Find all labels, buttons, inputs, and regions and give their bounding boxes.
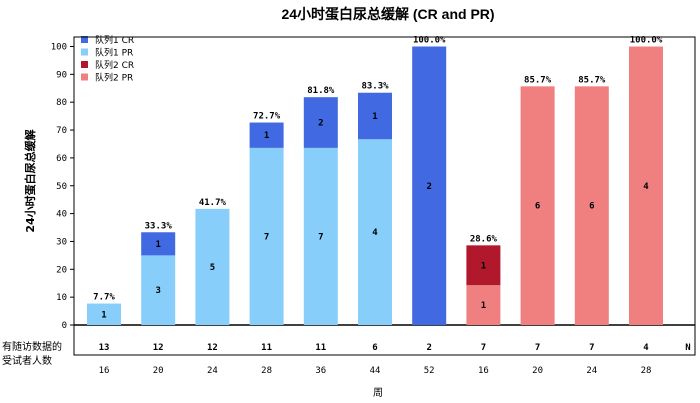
bar-segment-label: 2 xyxy=(318,119,323,129)
bar-total-label: 85.7% xyxy=(578,75,606,85)
bar-segment-cr xyxy=(303,97,338,148)
y-tick-label: 20 xyxy=(56,265,67,275)
n-row-frame xyxy=(73,324,696,356)
bar-segment-label: 6 xyxy=(535,202,540,212)
x-tick-label: 16 xyxy=(99,366,110,376)
bar-segment-label: 1 xyxy=(481,261,486,271)
y-tick-label: 90 xyxy=(56,70,67,80)
bar-segment-label: 7 xyxy=(318,232,323,242)
y-tick-label: 10 xyxy=(56,293,67,303)
n-value: 2 xyxy=(426,343,431,353)
bar-segment-pr xyxy=(574,86,609,325)
legend-swatch xyxy=(81,48,88,56)
bar-segment-pr xyxy=(249,147,284,325)
bar-total-label: 100.0% xyxy=(413,36,446,46)
x-tick-label: 28 xyxy=(641,366,652,376)
bar-segment-cr xyxy=(412,46,447,325)
legend-label: 队列2 PR xyxy=(95,72,133,84)
chart-title: 24小时蛋白尿总缓解 (CR and PR) xyxy=(281,6,494,22)
x-tick-label: 24 xyxy=(207,366,218,376)
bar-segment-label: 5 xyxy=(210,263,215,273)
legend-swatch xyxy=(81,61,88,68)
bar-segment-cr xyxy=(141,232,176,256)
bar-segment-cr xyxy=(249,122,284,148)
n-value: 7 xyxy=(481,343,486,353)
n-value: 7 xyxy=(535,343,540,353)
y-tick-label: 40 xyxy=(56,210,67,220)
bar-segment-label: 1 xyxy=(155,240,160,250)
bar-total-label: 33.3% xyxy=(145,221,173,231)
bar-segment-label: 1 xyxy=(264,131,269,141)
y-tick-label: 60 xyxy=(56,154,67,164)
legend-label: 队列1 PR xyxy=(95,47,133,59)
bar-segment-cr xyxy=(466,245,501,286)
y-tick-label: 50 xyxy=(56,182,67,192)
bar-total-label: 72.7% xyxy=(253,112,281,122)
bar-segment-pr xyxy=(195,208,230,325)
y-axis: 0 10 20 30 40 50 60 70 80 90 100 xyxy=(51,43,74,331)
n-value: 11 xyxy=(315,343,326,353)
bar-segment-label: 4 xyxy=(372,228,378,238)
bar-segment-cr xyxy=(358,92,392,140)
bar-total-label: 81.8% xyxy=(307,86,335,96)
n-value: 6 xyxy=(372,343,377,353)
n-row: 16 13 20 12 24 12 28 11 36 11 44 6 52 2 16 7 20 7 24 7 28 4 xyxy=(99,343,652,376)
x-tick-label: 52 xyxy=(424,366,435,376)
bar-segment-label: 4 xyxy=(643,182,649,192)
n-row-label-line1: 有随访数据的 xyxy=(2,340,62,353)
bar-total-label: 85.7% xyxy=(524,75,552,85)
x-tick-label: 24 xyxy=(586,366,597,376)
legend-label: 队列2 CR xyxy=(95,59,134,71)
bar-segment-label: 1 xyxy=(481,301,486,311)
bar-total-label: 7.7% xyxy=(93,293,115,303)
legend-label: 队列1 CR xyxy=(95,34,134,46)
y-tick-label: 80 xyxy=(56,98,67,108)
y-axis-label: 24小时蛋白尿总缓解 xyxy=(23,129,37,232)
bar-segment-pr xyxy=(141,255,176,325)
n-value: 4 xyxy=(643,343,649,353)
bar-segment-pr xyxy=(358,139,392,325)
n-value: 13 xyxy=(99,343,110,353)
bar-segment-label: 1 xyxy=(372,112,377,122)
bar-segment-label: 2 xyxy=(426,182,431,192)
bar-segment-pr xyxy=(629,46,663,325)
bar-segment-label: 3 xyxy=(155,286,160,296)
legend-swatch xyxy=(81,36,88,43)
bar-segment-label: 6 xyxy=(589,202,594,212)
x-tick-label: 20 xyxy=(532,366,543,376)
bar-total-label: 28.6% xyxy=(470,234,498,244)
y-tick-label: 0 xyxy=(62,321,67,331)
bar-segment-pr xyxy=(520,86,555,325)
y-tick-label: 70 xyxy=(56,126,67,136)
x-tick-label: 36 xyxy=(315,366,326,376)
bar-segment-pr xyxy=(466,285,501,325)
bar-segment-pr xyxy=(87,303,121,325)
bar-total-label: 41.7% xyxy=(199,198,227,208)
n-row-label-line2: 受试者人数 xyxy=(2,354,52,367)
bar-segment-pr xyxy=(303,147,338,325)
legend-swatch xyxy=(81,73,88,81)
bars: 1 7.7% 3 1 33.3% 5 41.7% 7 1 72.7% 7 2 81.8% 4 1 83.3% 2… xyxy=(87,36,663,325)
x-tick-label: 16 xyxy=(478,366,489,376)
n-value: 12 xyxy=(207,343,218,353)
x-tick-label: 44 xyxy=(370,366,381,376)
n-value: 7 xyxy=(589,343,594,353)
bar-segment-label: 1 xyxy=(101,310,106,320)
bar-segment-label: 7 xyxy=(264,232,269,242)
x-tick-label: 28 xyxy=(261,366,272,376)
x-tick-label: 20 xyxy=(153,366,164,376)
n-value: 11 xyxy=(261,343,272,353)
x-axis-label: 周 xyxy=(373,387,383,399)
bar-total-label: 83.3% xyxy=(361,82,389,92)
n-symbol: N xyxy=(685,343,690,353)
bar-total-label: 100.0% xyxy=(630,36,663,46)
y-tick-label: 100 xyxy=(51,43,67,53)
y-tick-label: 30 xyxy=(56,237,67,247)
n-value: 12 xyxy=(153,343,164,353)
